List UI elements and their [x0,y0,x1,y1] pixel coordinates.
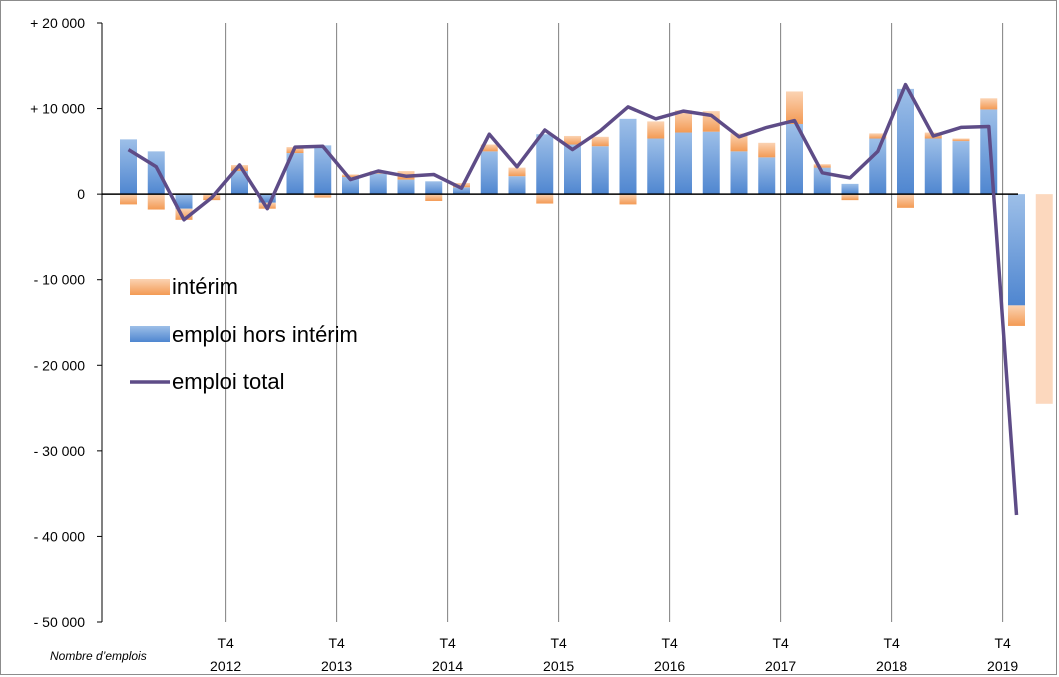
bar-interim [619,194,637,205]
bar-emploi-hors-interim [564,144,581,195]
bar-interim [480,144,498,152]
bar-interim [508,167,526,177]
bar-emploi-hors-interim [120,139,137,195]
bar-emploi-hors-interim [175,194,193,209]
bar-emploi-hors-interim [369,173,387,195]
legend-label-interim: intérim [172,274,238,299]
legend-swatch-emploi-hors-interim [130,326,170,342]
bar-interim [147,194,165,210]
y-tick-label: - 20 000 [34,357,86,373]
bar-interim [786,91,803,124]
y-tick-label: + 20 000 [30,15,85,31]
bar-interim [730,133,748,152]
x-tick-year: 2014 [432,658,463,674]
legend-label-emploi-hors-interim: emploi hors intérim [172,322,358,347]
x-tick-year: 2018 [876,658,907,674]
line-layer [127,82,1019,516]
bar-interim [120,194,137,205]
x-tick-year: 2012 [210,658,241,674]
bar-interim [675,110,692,133]
y-tick-label: + 10 000 [30,101,85,117]
y-tick-label: - 30 000 [34,443,86,459]
y-tick-label: - 40 000 [34,528,86,544]
x-tick-quarter: T4 [883,635,900,651]
bar-emploi-hors-interim [453,187,470,195]
y-tick-label: - 50 000 [34,614,86,630]
bar-interim [591,136,609,147]
bar-interim [1008,305,1025,326]
bar-emploi-hors-interim [675,132,692,195]
bar-emploi-hors-interim [786,123,803,195]
x-tick-year: 2015 [543,658,574,674]
bar-emploi-hors-interim [480,151,498,195]
bar-emploi-hors-interim [536,134,554,195]
x-tick-year: 2017 [765,658,796,674]
bar-interim [897,194,914,208]
bar-emploi-hors-interim [619,118,637,195]
bar-interim [564,135,581,145]
legend-label-emploi-total: emploi total [172,369,285,394]
y-tick-label: - 10 000 [34,272,86,288]
bar-emploi-hors-interim [1008,194,1025,306]
bar-emploi-hors-interim [508,176,526,195]
bar-emploi-hors-interim [758,157,776,195]
line-emploi-total [127,82,1019,516]
x-tick-quarter: T4 [550,635,567,651]
labels-layer: + 20 000 + 10 000 0 - 10 000 - 20 000 - 30 00… [30,15,1018,674]
x-tick-year: 2013 [321,658,352,674]
bar-interim [952,138,970,142]
x-tick-quarter: T4 [217,635,234,651]
x-tick-quarter: T4 [772,635,789,651]
bar-interim [425,194,443,201]
bar-emploi-hors-interim [730,151,748,195]
bar-emploi-hors-interim [702,131,720,195]
bar-interim [175,208,193,220]
bar-interim [980,98,998,110]
bar-emploi-hors-interim [924,138,942,195]
x-tick-quarter: T4 [661,635,678,651]
bar-emploi-hors-interim [231,171,248,195]
x-tick-quarter: T4 [994,635,1011,651]
legend-swatch-interim [130,279,170,295]
bar-emploi-hors-interim [342,177,359,195]
bar-emploi-hors-interim [841,183,859,195]
bar-emploi-hors-interim [147,151,165,195]
bar-interim [869,133,887,139]
bar-emploi-hors-interim [952,141,970,195]
axes-layer [97,22,1018,623]
bar-interim [841,194,859,201]
legend: intérim emploi hors intérim emploi total [130,274,358,394]
bar-interim [758,142,776,158]
bar-emploi-hors-interim [869,138,887,195]
bar-emploi-hors-interim [286,153,304,195]
bar-interim [342,174,359,178]
x-tick-year: 2016 [654,658,685,674]
footnote-label: Nombre d’emplois [50,649,147,663]
x-tick-quarter: T4 [439,635,456,651]
bar-emploi-hors-interim [397,179,415,195]
bar-emploi-hors-interim [258,194,276,203]
x-tick-year: 2019 [987,658,1018,674]
bar-emploi-hors-interim [314,145,332,195]
bars-layer [120,88,1053,404]
y-tick-label: 0 [77,186,85,202]
bar-interim [1035,194,1053,404]
bar-interim [813,164,831,168]
x-tick-quarter: T4 [328,635,345,651]
bar-emploi-hors-interim [647,138,665,195]
bar-emploi-hors-interim [897,88,914,195]
bar-emploi-hors-interim [591,146,609,195]
bar-emploi-hors-interim [425,181,443,195]
bar-emploi-hors-interim [980,109,998,195]
bar-interim [314,194,332,198]
bar-interim [647,121,665,139]
bar-interim [536,194,554,204]
